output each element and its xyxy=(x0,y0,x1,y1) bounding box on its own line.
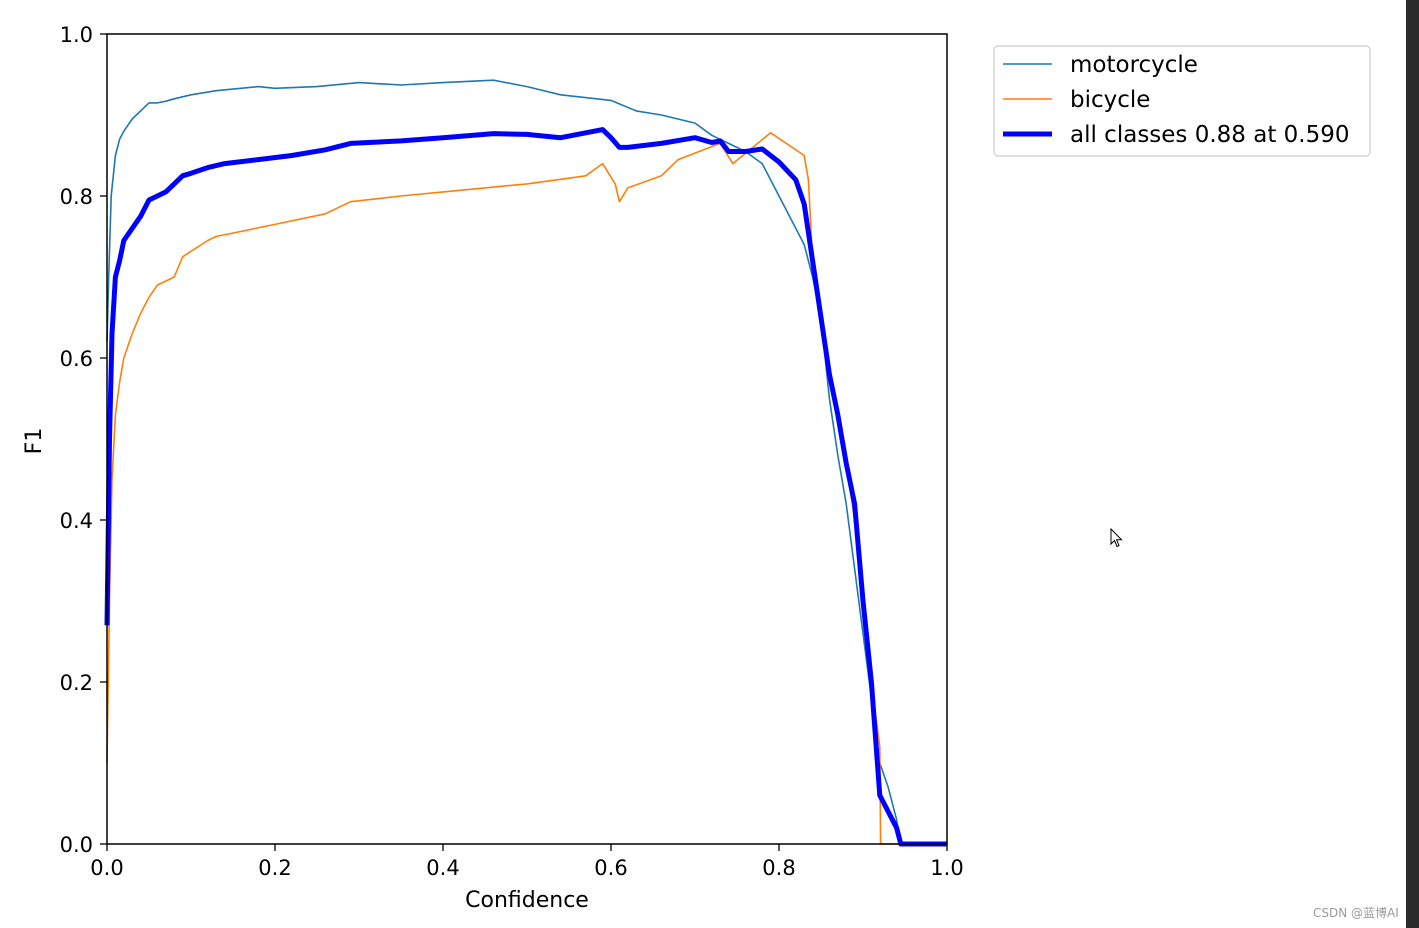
y-tick-label: 0.0 xyxy=(60,833,93,857)
x-tick-label: 0.0 xyxy=(90,856,123,880)
x-tick-label: 0.2 xyxy=(258,856,291,880)
legend: motorcycle bicycle all classes 0.88 at 0.5… xyxy=(993,45,1371,157)
series-line-2 xyxy=(104,127,947,847)
legend-box xyxy=(993,45,1371,157)
legend-label-0: motorcycle xyxy=(1070,52,1198,78)
mouse-cursor-icon xyxy=(1110,528,1123,548)
ticks-layer: 0.0 0.2 0.4 0.6 0.8 1.0 0.0 0.2 0.4 0.6 0.8 1.0 xyxy=(60,23,964,880)
watermark: CSDN @蓝博AI xyxy=(1313,906,1399,920)
x-tick-label: 1.0 xyxy=(930,856,963,880)
x-tick-label: 0.8 xyxy=(762,856,795,880)
series-line-0 xyxy=(106,79,947,845)
y-tick-label: 0.4 xyxy=(60,509,93,533)
y-axis-label: F1 xyxy=(22,428,47,455)
y-tick-label: 0.8 xyxy=(60,185,93,209)
series-line-1 xyxy=(106,132,947,845)
x-axis-label: Confidence xyxy=(465,888,589,913)
x-tick-label: 0.6 xyxy=(594,856,627,880)
y-tick-label: 1.0 xyxy=(60,23,93,47)
y-tick-label: 0.6 xyxy=(60,347,93,371)
legend-label-1: bicycle xyxy=(1070,87,1150,113)
y-tick-label: 0.2 xyxy=(60,671,93,695)
legend-label-2: all classes 0.88 at 0.590 xyxy=(1070,122,1350,148)
window-edge xyxy=(1406,0,1419,928)
x-tick-label: 0.4 xyxy=(426,856,459,880)
plot-frame xyxy=(106,33,948,845)
series-layer xyxy=(104,79,947,847)
